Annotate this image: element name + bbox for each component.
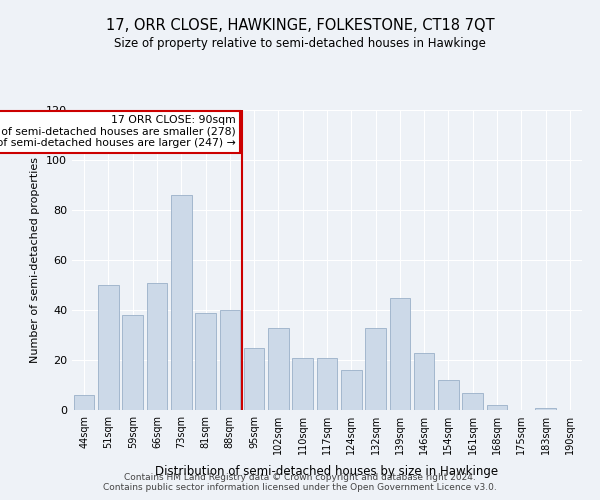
Bar — [195, 312, 216, 410]
Bar — [365, 328, 386, 410]
Bar — [487, 405, 508, 410]
Bar — [74, 395, 94, 410]
X-axis label: Distribution of semi-detached houses by size in Hawkinge: Distribution of semi-detached houses by … — [155, 466, 499, 478]
Bar — [389, 298, 410, 410]
Text: Size of property relative to semi-detached houses in Hawkinge: Size of property relative to semi-detach… — [114, 38, 486, 51]
Bar — [244, 348, 265, 410]
Bar — [317, 358, 337, 410]
Bar — [122, 315, 143, 410]
Y-axis label: Number of semi-detached properties: Number of semi-detached properties — [31, 157, 40, 363]
Bar — [171, 195, 191, 410]
Bar — [292, 358, 313, 410]
Bar — [341, 370, 362, 410]
Bar — [98, 285, 119, 410]
Bar — [535, 408, 556, 410]
Text: Contains HM Land Registry data © Crown copyright and database right 2024.
Contai: Contains HM Land Registry data © Crown c… — [103, 473, 497, 492]
Text: 17, ORR CLOSE, HAWKINGE, FOLKESTONE, CT18 7QT: 17, ORR CLOSE, HAWKINGE, FOLKESTONE, CT1… — [106, 18, 494, 32]
Bar — [268, 328, 289, 410]
Text: 17 ORR CLOSE: 90sqm
← 53% of semi-detached houses are smaller (278)
  47% of sem: 17 ORR CLOSE: 90sqm ← 53% of semi-detach… — [0, 115, 236, 148]
Bar — [438, 380, 459, 410]
Bar — [220, 310, 240, 410]
Bar — [146, 282, 167, 410]
Bar — [463, 392, 483, 410]
Bar — [414, 352, 434, 410]
